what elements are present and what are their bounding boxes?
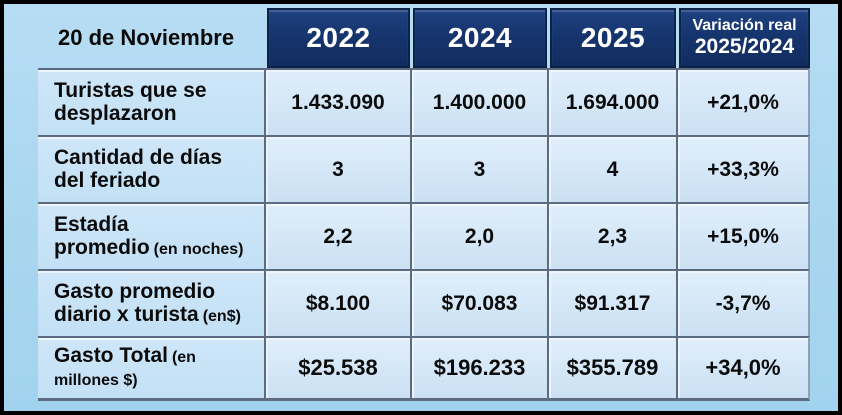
metric-label-sub: (en millones $) xyxy=(54,349,196,389)
value-estadia-2025: 2,3 xyxy=(547,202,676,269)
value-dias-2022: 3 xyxy=(264,135,410,202)
value-turistas-2025: 1.694.000 xyxy=(547,68,676,135)
year-label: 2024 xyxy=(447,22,513,53)
column-header-2024: 2024 xyxy=(413,8,547,68)
year-label: 2025 xyxy=(580,22,646,53)
value-gasto-total-2024: $196.233 xyxy=(410,336,547,401)
metric-label-sub: (en noches) xyxy=(153,240,244,258)
value-estadia-2024: 2,0 xyxy=(410,202,547,269)
value-estadia-variation: +15,0% xyxy=(676,202,810,269)
value-dias-2024: 3 xyxy=(410,135,547,202)
metric-label-dias-feriado: Cantidad de días del feriado xyxy=(38,135,264,202)
table-title: 20 de Noviembre xyxy=(38,8,264,68)
metric-label-estadia: Estadía promedio (en noches) xyxy=(38,202,264,269)
value-gasto-promedio-2022: $8.100 xyxy=(264,269,410,336)
year-label: 2022 xyxy=(306,22,371,53)
value-gasto-total-variation: +34,0% xyxy=(676,336,810,401)
value-gasto-promedio-2025: $91.317 xyxy=(547,269,676,336)
metric-label-text: Turistas que se desplazaron xyxy=(54,78,207,125)
metric-label-sub: (en$) xyxy=(202,307,241,325)
value-turistas-variation: +21,0% xyxy=(676,68,810,135)
value-gasto-total-2025: $355.789 xyxy=(547,336,676,401)
metric-label-text: Gasto Total xyxy=(54,344,168,368)
metric-label-turistas: Turistas que se desplazaron xyxy=(38,68,264,135)
holiday-statistics-table: 20 de Noviembre 2022 2024 2025 Variación… xyxy=(38,8,810,401)
value-gasto-promedio-2024: $70.083 xyxy=(410,269,547,336)
column-header-2025: 2025 xyxy=(550,8,676,68)
variation-header-line2: 2025/2024 xyxy=(694,35,795,59)
value-turistas-2024: 1.400.000 xyxy=(410,68,547,135)
value-dias-2025: 4 xyxy=(547,135,676,202)
metric-label-text: Estadía promedio xyxy=(54,212,150,259)
column-header-variation: Variación real 2025/2024 xyxy=(679,8,810,68)
metric-label-text: Cantidad de días del feriado xyxy=(54,145,223,192)
metric-label-text: Gasto promedio diario x turista xyxy=(54,279,216,326)
value-estadia-2022: 2,2 xyxy=(264,202,410,269)
value-dias-variation: +33,3% xyxy=(676,135,810,202)
value-turistas-2022: 1.433.090 xyxy=(264,68,410,135)
value-gasto-total-2022: $25.538 xyxy=(264,336,410,401)
table-title-text: 20 de Noviembre xyxy=(58,25,235,50)
value-gasto-promedio-variation: -3,7% xyxy=(676,269,810,336)
metric-label-gasto-promedio: Gasto promedio diario x turista (en$) xyxy=(38,269,264,336)
metric-label-gasto-total: Gasto Total (en millones $) xyxy=(38,336,264,401)
variation-header-line1: Variación real xyxy=(692,16,797,34)
column-header-2022: 2022 xyxy=(267,8,410,68)
